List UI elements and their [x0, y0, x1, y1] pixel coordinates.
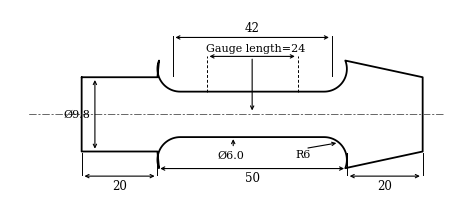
Text: 42: 42	[245, 22, 260, 35]
Text: 50: 50	[245, 172, 260, 185]
Text: Ø9.8: Ø9.8	[64, 109, 91, 119]
Text: Gauge length=24: Gauge length=24	[206, 44, 306, 55]
Text: Ø6.0: Ø6.0	[218, 150, 245, 160]
Text: R6: R6	[296, 150, 311, 160]
Text: 20: 20	[112, 180, 127, 193]
Text: 20: 20	[377, 180, 392, 193]
